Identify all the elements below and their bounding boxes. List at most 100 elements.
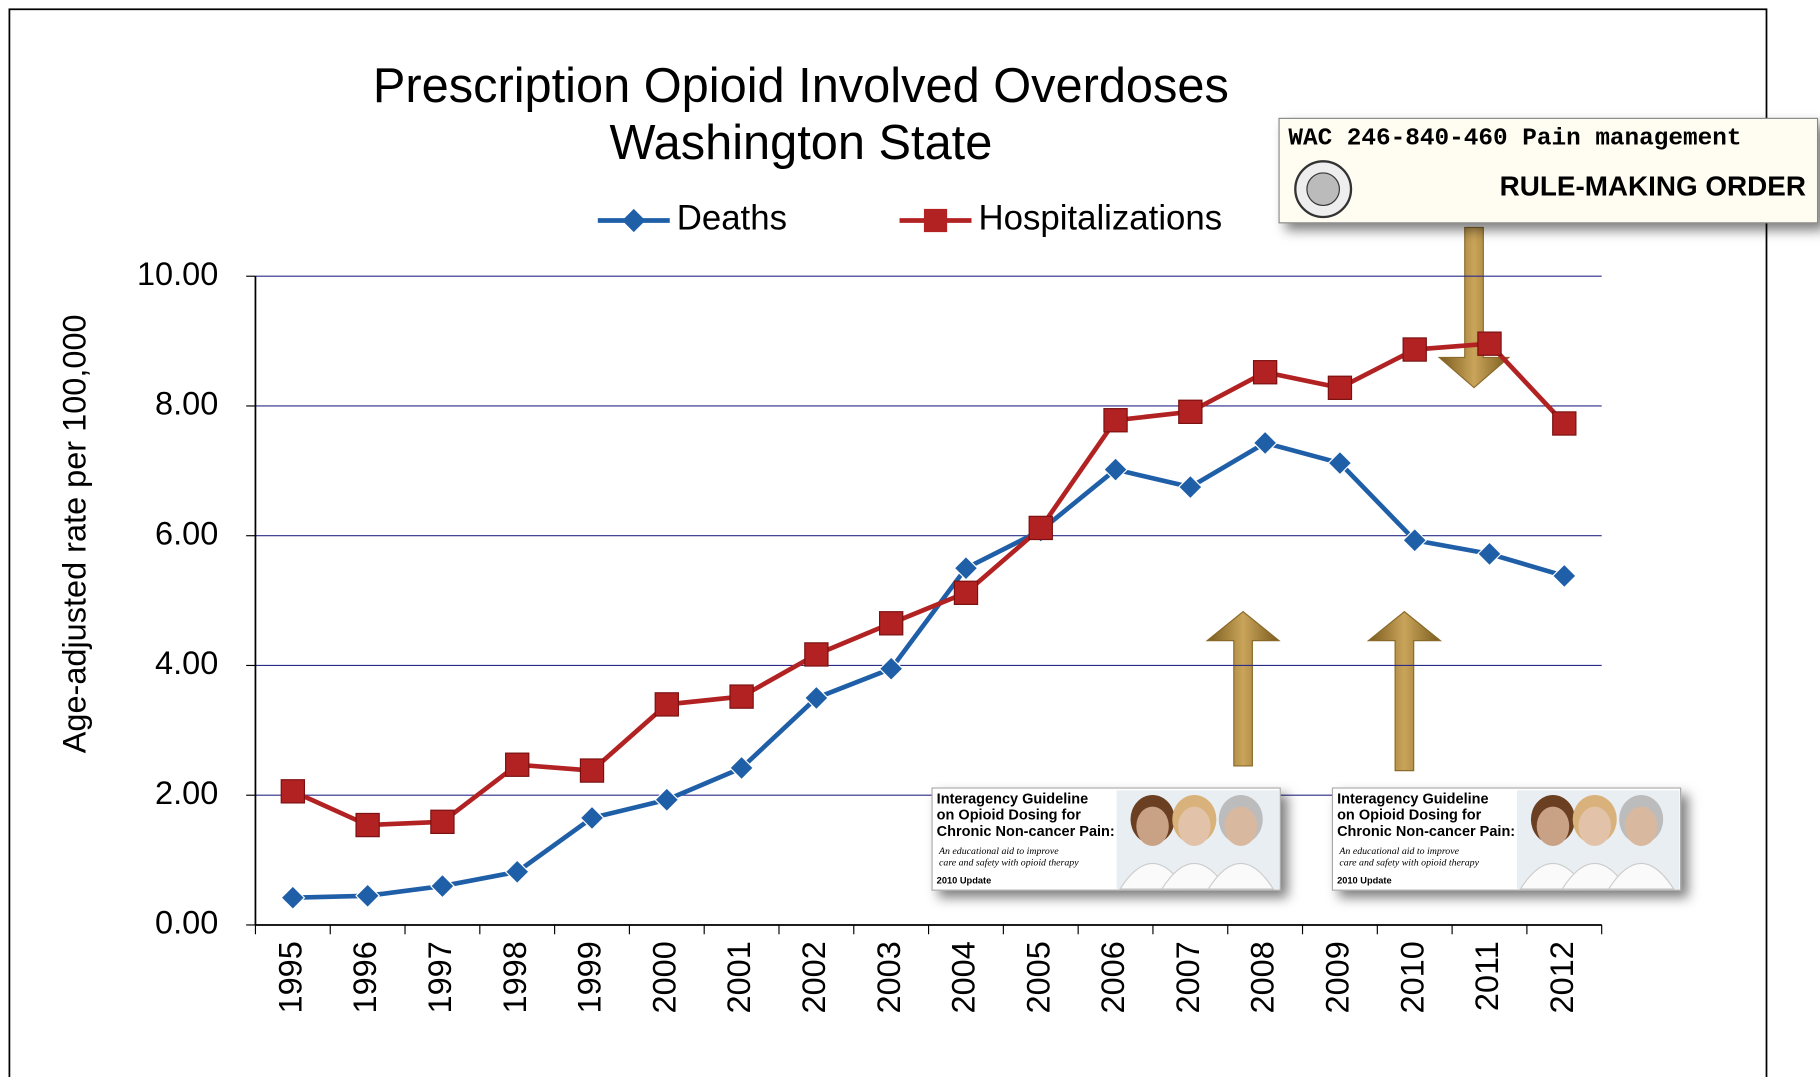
point (1103, 408, 1128, 433)
point (1327, 450, 1353, 476)
point (729, 684, 754, 709)
guideline-title: Interagency Guideline (937, 791, 1089, 807)
legend-label: Hospitalizations (978, 199, 1222, 238)
point (878, 611, 904, 636)
arrows (1205, 226, 1511, 772)
guideline-title: on Opioid Dosing for (1337, 808, 1482, 824)
point (953, 580, 979, 605)
point (355, 883, 381, 909)
point (1477, 541, 1502, 567)
point (1552, 411, 1577, 436)
arrow-up (1366, 610, 1443, 772)
chart-title: Prescription Opioid Involved Overdoses (373, 59, 1229, 113)
point (504, 859, 530, 885)
photo-face (1178, 806, 1211, 847)
x-tick-label: 2006 (1095, 941, 1131, 1013)
point (1402, 527, 1428, 553)
photo-face (1136, 806, 1169, 847)
photo-face (1578, 806, 1611, 847)
chart-subtitle: Washington State (609, 116, 992, 170)
legend-marker (622, 208, 646, 233)
x-tick-label: 2008 (1245, 941, 1281, 1013)
point (804, 642, 829, 667)
photo-coat (1607, 863, 1675, 890)
point (654, 787, 680, 813)
y-tick-label: 6.00 (155, 515, 218, 551)
point (1178, 399, 1203, 424)
arrow-down (1437, 226, 1511, 389)
rule-inset: WAC 246-840-460 Pain management RULE-MAKI… (1278, 117, 1819, 224)
photo-face (1624, 806, 1658, 847)
y-tick-label: 8.00 (155, 386, 218, 422)
series-line (291, 341, 1566, 828)
y-tick-label: 0.00 (155, 905, 218, 941)
seal-inner (1306, 172, 1340, 206)
point (1551, 563, 1577, 589)
point (579, 758, 605, 783)
point (505, 752, 530, 777)
point (1252, 360, 1278, 385)
x-tick-label: 2004 (946, 941, 982, 1013)
legend-label: Deaths (677, 199, 787, 238)
guideline-edition: 2010 Update (1337, 875, 1392, 885)
guideline-tagline: care and safety with opioid therapy (939, 858, 1079, 869)
guideline-tagline: An educational aid to improve (938, 846, 1059, 857)
x-tick-label: 2001 (721, 941, 757, 1013)
x-tick-label: 2000 (646, 941, 682, 1013)
point (1402, 337, 1427, 362)
point (953, 555, 979, 581)
point (1477, 331, 1502, 356)
rule-heading: RULE-MAKING ORDER (1500, 170, 1806, 201)
guideline-title: Interagency Guideline (1337, 791, 1489, 807)
x-tick-label: 1995 (272, 941, 308, 1013)
x-tick-label: 2011 (1469, 941, 1505, 1011)
y-axis-label: Age-adjusted rate per 100,000 (56, 314, 92, 753)
guideline-tagline: An educational aid to improve (1338, 846, 1459, 857)
point (280, 779, 306, 804)
y-tick-label: 10.00 (137, 256, 218, 292)
x-tick-label: 2002 (796, 941, 832, 1013)
legend-marker (923, 208, 948, 233)
point (355, 812, 380, 838)
guideline-edition: 2010 Update (937, 875, 992, 885)
x-tick-label: 2005 (1020, 941, 1056, 1013)
x-tick-label: 2010 (1394, 941, 1430, 1013)
y-tick-label: 4.00 (155, 645, 218, 681)
point (803, 685, 829, 711)
guideline-title: Chronic Non-cancer Pain: (1337, 824, 1515, 840)
plot-area: 0.00 2.00 4.00 6.00 8.00 10.00 1995 1996 1997 199… (137, 256, 1603, 1013)
x-tick-label: 1998 (497, 941, 533, 1013)
point (280, 885, 306, 911)
photo-coat (1207, 863, 1275, 890)
x-tick-label: 2007 (1170, 941, 1206, 1013)
guideline-title: on Opioid Dosing for (937, 808, 1082, 824)
point (1103, 457, 1128, 482)
x-tick-label: 2009 (1320, 941, 1356, 1013)
x-tick-label: 1997 (422, 941, 458, 1013)
x-tick-label: 1996 (347, 941, 383, 1013)
photo-face (1536, 806, 1570, 847)
inset-box (1278, 117, 1819, 224)
rule-code: WAC 246-840-460 Pain management (1288, 126, 1741, 153)
point (878, 656, 904, 682)
point (430, 809, 455, 835)
legend: Deaths Hospitalizations (597, 199, 1222, 238)
point (1252, 430, 1278, 456)
point (1177, 474, 1203, 500)
guideline-tagline: care and safety with opioid therapy (1339, 858, 1479, 869)
point (429, 873, 455, 899)
series-line (292, 440, 1565, 901)
point (729, 755, 755, 781)
guideline-title: Chronic Non-cancer Pain: (937, 824, 1115, 840)
y-tick-label: 2.00 (155, 775, 218, 811)
photo-face (1224, 806, 1258, 847)
x-tick-label: 2003 (871, 941, 907, 1013)
x-tick-label: 2012 (1544, 941, 1580, 1013)
point (1028, 515, 1053, 541)
arrow-up (1205, 610, 1281, 767)
point (1327, 375, 1353, 400)
